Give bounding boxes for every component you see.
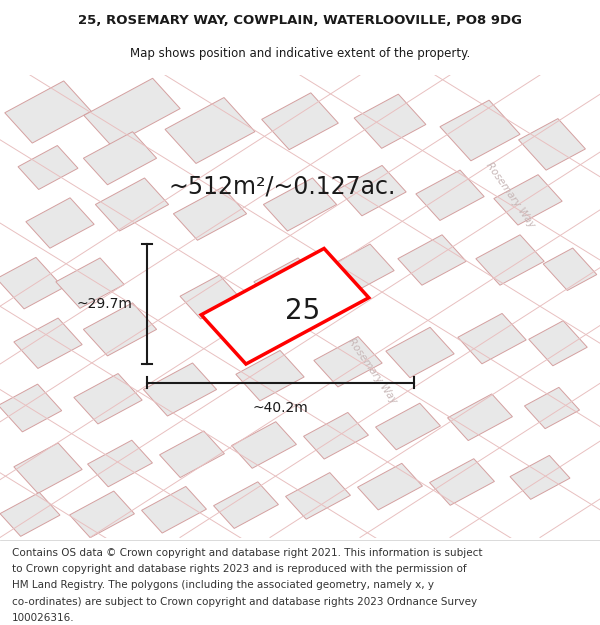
Polygon shape (254, 258, 322, 308)
Text: Contains OS data © Crown copyright and database right 2021. This information is : Contains OS data © Crown copyright and d… (12, 548, 482, 558)
Polygon shape (416, 170, 484, 221)
Polygon shape (286, 472, 350, 519)
Polygon shape (14, 318, 82, 369)
Polygon shape (5, 81, 91, 143)
Polygon shape (83, 132, 157, 185)
Polygon shape (326, 244, 394, 294)
Text: co-ordinates) are subject to Crown copyright and database rights 2023 Ordnance S: co-ordinates) are subject to Crown copyr… (12, 596, 477, 606)
Polygon shape (314, 336, 382, 387)
Polygon shape (304, 412, 368, 459)
Polygon shape (201, 249, 369, 364)
Polygon shape (0, 492, 60, 536)
Polygon shape (236, 351, 304, 401)
Polygon shape (56, 258, 124, 308)
Polygon shape (440, 100, 520, 161)
Text: Rosemary Way: Rosemary Way (484, 161, 536, 230)
Text: to Crown copyright and database rights 2023 and is reproduced with the permissio: to Crown copyright and database rights 2… (12, 564, 467, 574)
Text: Map shows position and indicative extent of the property.: Map shows position and indicative extent… (130, 48, 470, 61)
Polygon shape (14, 443, 82, 493)
Polygon shape (529, 321, 587, 366)
Polygon shape (83, 303, 157, 356)
Polygon shape (232, 422, 296, 468)
Polygon shape (165, 98, 255, 164)
Polygon shape (354, 94, 426, 148)
Text: 25, ROSEMARY WAY, COWPLAIN, WATERLOOVILLE, PO8 9DG: 25, ROSEMARY WAY, COWPLAIN, WATERLOOVILL… (78, 14, 522, 28)
Polygon shape (0, 258, 64, 309)
Text: 100026316.: 100026316. (12, 612, 74, 622)
Polygon shape (524, 388, 580, 429)
Text: 25: 25 (286, 297, 320, 325)
Polygon shape (476, 235, 544, 285)
Polygon shape (142, 486, 206, 533)
Polygon shape (518, 119, 586, 170)
Polygon shape (84, 78, 180, 146)
Polygon shape (448, 394, 512, 441)
Polygon shape (160, 431, 224, 478)
Polygon shape (173, 188, 247, 240)
Polygon shape (430, 459, 494, 505)
Text: ~512m²/~0.127ac.: ~512m²/~0.127ac. (168, 174, 395, 198)
Polygon shape (494, 174, 562, 225)
Text: Rosemary Way: Rosemary Way (346, 336, 398, 406)
Polygon shape (386, 328, 454, 378)
Polygon shape (143, 363, 217, 416)
Text: HM Land Registry. The polygons (including the associated geometry, namely x, y: HM Land Registry. The polygons (includin… (12, 581, 434, 591)
Polygon shape (180, 275, 240, 319)
Polygon shape (26, 198, 94, 248)
Polygon shape (543, 248, 597, 291)
Polygon shape (263, 178, 337, 231)
Polygon shape (458, 313, 526, 364)
Polygon shape (88, 440, 152, 487)
Text: ~40.2m: ~40.2m (253, 401, 308, 415)
Polygon shape (74, 374, 142, 424)
Polygon shape (262, 93, 338, 149)
Polygon shape (358, 463, 422, 510)
Polygon shape (0, 384, 62, 432)
Polygon shape (398, 235, 466, 285)
Polygon shape (18, 146, 78, 189)
Polygon shape (70, 491, 134, 538)
Text: ~29.7m: ~29.7m (76, 297, 132, 311)
Polygon shape (376, 403, 440, 450)
Polygon shape (214, 482, 278, 528)
Polygon shape (510, 456, 570, 499)
Polygon shape (338, 166, 406, 216)
Polygon shape (95, 178, 169, 231)
